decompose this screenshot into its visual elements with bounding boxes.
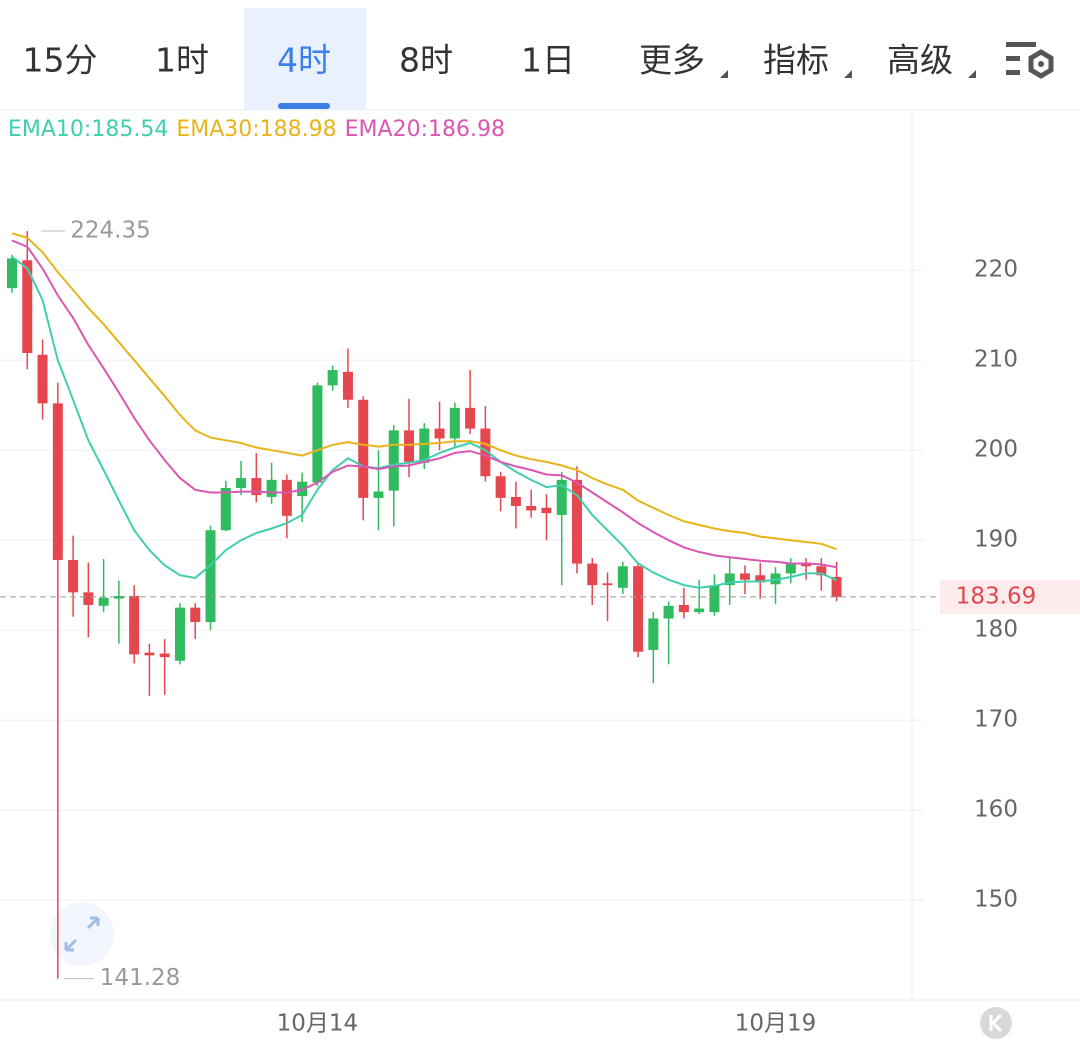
icon-bar bbox=[1006, 70, 1020, 75]
y-tick-label: 150 bbox=[974, 887, 1018, 913]
candle-body bbox=[205, 530, 216, 623]
tab[interactable]: 高级 bbox=[887, 41, 953, 80]
x-tick-label: 10月14 bbox=[277, 1011, 359, 1037]
tab[interactable]: 指标 bbox=[763, 41, 829, 80]
candle-body bbox=[83, 592, 94, 605]
expand-arrows bbox=[64, 916, 100, 952]
candle-body bbox=[739, 573, 750, 580]
tab[interactable]: 8时 bbox=[399, 41, 453, 80]
candle-body bbox=[281, 479, 292, 516]
k-button[interactable] bbox=[980, 1007, 1012, 1039]
candle-body bbox=[510, 496, 521, 506]
candle-body bbox=[694, 608, 705, 613]
settings-icon[interactable] bbox=[1006, 42, 1054, 79]
y-tick-label: 160 bbox=[974, 797, 1018, 823]
tab[interactable]: 4时 bbox=[277, 41, 331, 80]
candle-body bbox=[144, 652, 155, 656]
y-tick-label: 190 bbox=[974, 527, 1018, 553]
candle-body bbox=[602, 583, 613, 586]
icon-dot bbox=[1038, 61, 1044, 67]
candle-body bbox=[449, 407, 460, 439]
candle-body bbox=[831, 577, 842, 597]
candle-body bbox=[7, 258, 17, 289]
tab[interactable]: 1日 bbox=[521, 41, 575, 80]
icon-hex bbox=[1028, 49, 1054, 79]
x-tick-label: 10月19 bbox=[735, 1011, 817, 1037]
candle-body bbox=[434, 428, 445, 439]
candle-body bbox=[98, 597, 109, 606]
candle-body bbox=[220, 487, 231, 531]
y-tick-label: 170 bbox=[974, 707, 1018, 733]
ema-line bbox=[11, 232, 837, 551]
candle-body bbox=[587, 563, 598, 586]
candle-body bbox=[266, 479, 277, 497]
candle-body bbox=[465, 407, 476, 429]
candle-body bbox=[388, 430, 399, 491]
ema-line bbox=[11, 255, 838, 589]
legend-entry: EMA20:186.98 bbox=[345, 117, 505, 142]
candle-body bbox=[373, 491, 384, 498]
low-label: 141.28 bbox=[100, 965, 180, 991]
candle-body bbox=[312, 385, 323, 483]
candle-body bbox=[68, 559, 79, 593]
candle-body bbox=[419, 428, 430, 463]
y-tick-label: 180 bbox=[974, 617, 1018, 643]
y-tick-label: 200 bbox=[974, 437, 1018, 463]
expand-button[interactable] bbox=[50, 902, 114, 966]
y-tick-label: 210 bbox=[974, 347, 1018, 373]
tab-caret bbox=[968, 70, 976, 78]
tab-caret bbox=[844, 70, 852, 78]
last-price-box bbox=[940, 579, 1080, 614]
candle-body bbox=[678, 604, 689, 613]
candle-body bbox=[113, 595, 124, 599]
candle-body bbox=[709, 585, 720, 613]
candle-body bbox=[724, 573, 735, 586]
candle-body bbox=[480, 428, 491, 477]
tab-selected-bg bbox=[244, 8, 366, 110]
candle-body bbox=[404, 430, 415, 462]
candle-body bbox=[495, 476, 506, 498]
candle-body bbox=[571, 479, 582, 564]
k-glyph bbox=[989, 1013, 1003, 1033]
candle-body bbox=[22, 260, 33, 353]
candle-body bbox=[174, 607, 185, 661]
ema-line bbox=[11, 239, 837, 569]
tab[interactable]: 1时 bbox=[155, 41, 209, 80]
candle-body bbox=[633, 566, 644, 652]
candle-body bbox=[342, 371, 353, 400]
high-label: 224.35 bbox=[70, 218, 150, 244]
candle-body bbox=[648, 618, 659, 650]
candle-body bbox=[129, 595, 140, 655]
candle-body bbox=[541, 507, 552, 514]
icon-bar bbox=[1006, 56, 1020, 61]
legend-entry: EMA10:185.54 bbox=[8, 117, 168, 142]
legend-entry: EMA30:188.98 bbox=[176, 117, 336, 142]
candle-body bbox=[556, 479, 567, 515]
candle-body bbox=[785, 563, 796, 574]
tab[interactable]: 更多 bbox=[639, 41, 705, 80]
candle-body bbox=[251, 478, 262, 496]
candle-body bbox=[663, 605, 674, 619]
candle-body bbox=[526, 505, 537, 511]
tab[interactable]: 15分 bbox=[23, 41, 98, 80]
k-bg bbox=[980, 1007, 1012, 1039]
candle-body bbox=[816, 566, 827, 576]
candle-body bbox=[236, 478, 247, 488]
candle-body bbox=[37, 354, 48, 404]
last-price-label: 183.69 bbox=[956, 583, 1036, 609]
y-tick-label: 220 bbox=[974, 257, 1018, 283]
tab-caret bbox=[720, 70, 728, 78]
tab-indicator bbox=[278, 103, 330, 109]
candle-body bbox=[617, 566, 628, 588]
candle-body bbox=[327, 370, 338, 386]
candle-body bbox=[159, 653, 170, 658]
icon-bar bbox=[1006, 42, 1036, 47]
candle-body bbox=[52, 403, 63, 560]
candle-body bbox=[755, 575, 766, 583]
candle-body bbox=[358, 399, 369, 498]
expand-bg bbox=[50, 902, 114, 966]
candle-body bbox=[190, 607, 201, 623]
